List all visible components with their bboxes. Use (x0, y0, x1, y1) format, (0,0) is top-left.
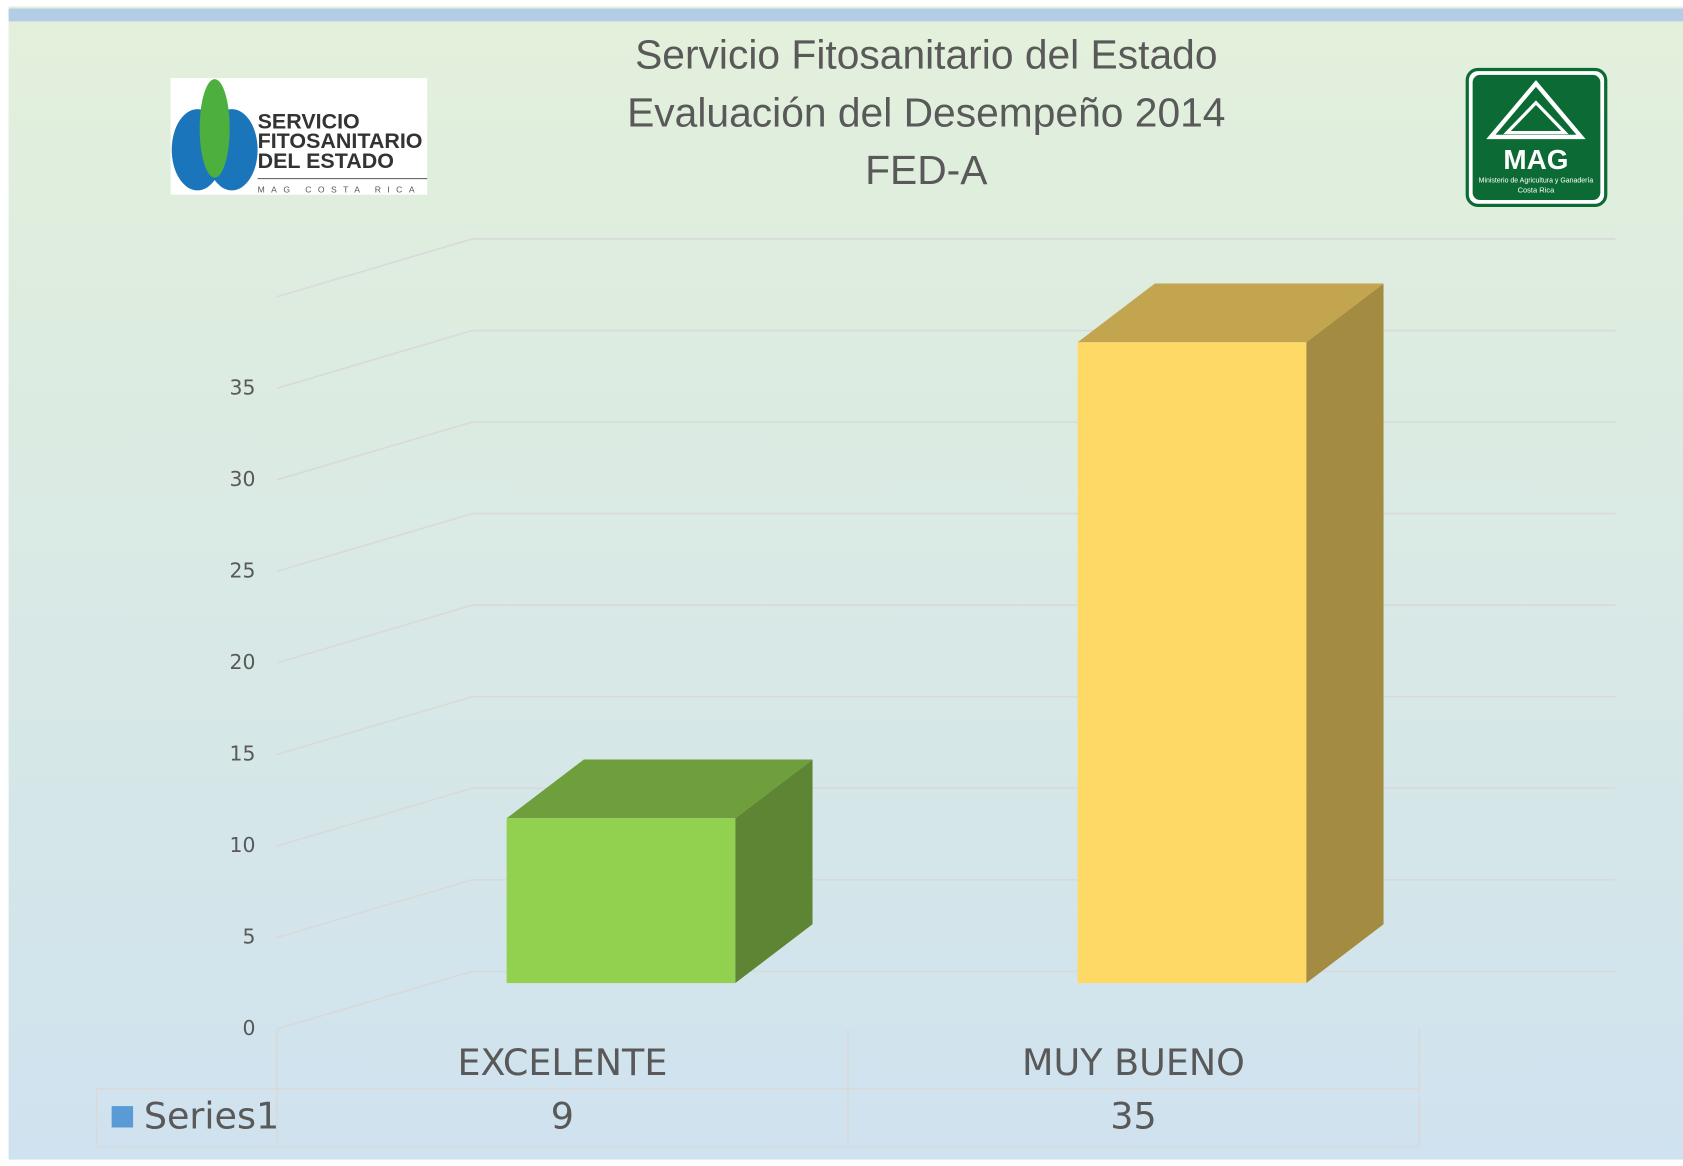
logo-mark (1486, 80, 1586, 140)
y-tick-label: 10 (230, 833, 256, 857)
legend-label: Series1 (144, 1094, 279, 1137)
bar (506, 818, 736, 984)
x-tick-label: EXCELENTE (457, 1041, 667, 1084)
chart-subtitle: Evaluación del Desempeño 2014 (627, 89, 1225, 135)
logo-caption: Ministerio de Agricultura y Ganadería (1479, 178, 1594, 185)
grid-line-side (276, 604, 473, 664)
bar-side (735, 759, 813, 984)
logo-tagline: MAG COSTA RICA (258, 185, 421, 195)
y-tick-label: 5 (242, 925, 255, 949)
bar-top (1077, 283, 1384, 343)
logo-leaf (199, 79, 230, 178)
bar (1077, 342, 1307, 984)
grid-line-side (276, 787, 473, 847)
plot: 0 5 10 15 20 25 30 35 Series1 EXCELENTE 9 MUY BUENO… (95, 238, 1616, 1148)
logo-mark (1503, 100, 1569, 135)
bar-side (1306, 283, 1384, 984)
grid-line-side (276, 512, 473, 573)
grid-line-side (276, 238, 473, 298)
data-table-value: 35 (1110, 1094, 1156, 1137)
y-tick-label: 30 (230, 467, 256, 491)
data-table-value: 9 (551, 1094, 574, 1137)
logo-caption: Costa Rica (1518, 185, 1556, 194)
logo-text: MAG (1503, 144, 1568, 175)
grid-line-side (276, 970, 473, 1030)
chart-bg (8, 6, 1683, 1160)
y-tick-label: 20 (230, 650, 256, 674)
title-group: Servicio Fitosanitario del Estado Evalua… (627, 32, 1225, 193)
bar-top (506, 759, 813, 819)
logo-right: MAG Ministerio de Agricultura y Ganaderí… (1465, 67, 1608, 207)
grid-line-side (276, 329, 473, 390)
grid-line-side (276, 695, 473, 756)
legend-key (111, 1106, 134, 1128)
y-tick-label: 0 (242, 1016, 255, 1040)
logo-left: SERVICIO FITOSANITARIO DEL ESTADO MAG CO… (170, 78, 428, 195)
chart-subtitle: FED-A (865, 147, 988, 193)
x-tick-label: MUY BUENO (1022, 1041, 1245, 1084)
grid-line-side (276, 878, 473, 939)
y-tick-label: 25 (230, 558, 256, 582)
y-tick-label: 35 (230, 375, 256, 399)
y-tick-label: 15 (230, 741, 256, 765)
logo-text: DEL ESTADO (258, 149, 394, 173)
chart-title: Servicio Fitosanitario del Estado (635, 32, 1217, 78)
logo-text: SERVICIO (258, 110, 360, 134)
grid-line-side (276, 421, 473, 481)
logo-text: FITOSANITARIO (258, 129, 423, 153)
top-band (8, 8, 1683, 22)
